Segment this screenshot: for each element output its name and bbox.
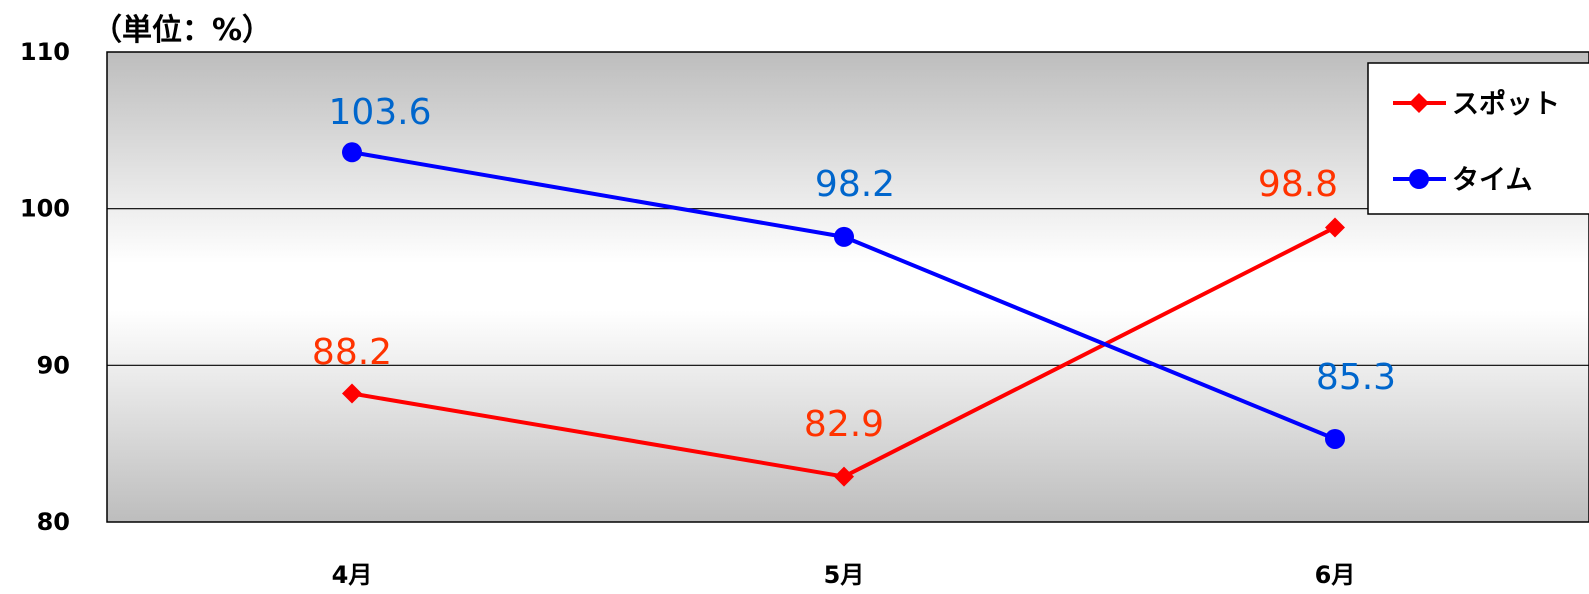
data-point [342,142,362,163]
y-tick-label: 100 [20,195,70,223]
data-label: 103.6 [328,92,431,133]
grid-lines [107,208,1589,366]
data-point [1325,428,1345,449]
series-layer [342,142,1345,487]
legend-marker [1409,93,1429,113]
legend-label: スポット [1452,89,1560,120]
legend-marker [1409,169,1429,189]
series-time [342,142,1345,449]
data-point [342,383,362,404]
data-point [834,466,854,487]
y-tick-label: 80 [37,508,70,536]
x-axis: 4月 5月 6月 [332,561,1356,589]
data-label: 82.9 [804,404,884,445]
data-label: 85.3 [1316,357,1396,398]
data-label: 98.2 [815,164,895,205]
x-tick-label: 4月 [332,561,373,589]
data-labels: 88.2 82.9 98.8 103.6 98.2 85.3 [312,92,1396,445]
x-tick-label: 5月 [824,561,865,589]
data-label: 88.2 [312,332,392,373]
legend-item: スポット [1393,89,1560,120]
data-point [1325,217,1345,238]
legend-box [1367,62,1589,215]
unit-label: （単位：%） [92,13,272,48]
y-axis: 80 90 100 110 [20,38,70,536]
data-label: 98.8 [1258,164,1338,205]
data-point [834,226,854,247]
legend-item: タイム [1393,165,1532,196]
y-tick-label: 110 [20,38,70,66]
y-tick-label: 90 [37,351,70,379]
series-spot [342,217,1345,487]
x-tick-label: 6月 [1315,561,1356,589]
legend-label: タイム [1452,165,1532,196]
